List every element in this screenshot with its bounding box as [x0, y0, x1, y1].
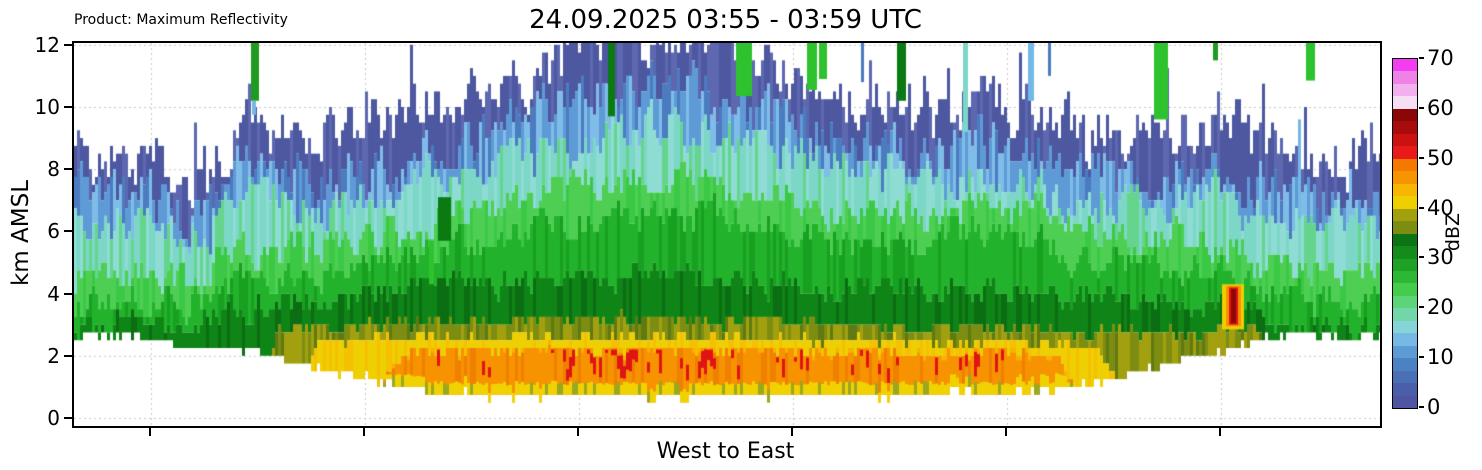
- colorbar-swatch: [1393, 246, 1417, 259]
- colorbar-swatch: [1393, 333, 1417, 346]
- colorbar-swatch: [1393, 71, 1417, 84]
- colorbar-swatch: [1393, 208, 1417, 222]
- colorbar-tick-label: 30: [1427, 245, 1454, 270]
- colorbar-tick-mark: [1419, 57, 1424, 59]
- plot-area: [72, 41, 1382, 428]
- colorbar-swatch: [1393, 121, 1417, 134]
- x-tick-mark: [577, 428, 580, 436]
- colorbar-swatch: [1393, 183, 1417, 197]
- colorbar-swatch: [1393, 221, 1417, 234]
- y-tick-mark: [64, 292, 72, 295]
- y-tick-label: 0: [47, 406, 60, 430]
- colorbar-swatch: [1393, 308, 1417, 321]
- colorbar-tick-mark: [1419, 356, 1424, 359]
- colorbar-swatch: [1393, 171, 1417, 184]
- colorbar-tick-mark: [1419, 256, 1424, 259]
- colorbar-swatch: [1393, 108, 1417, 122]
- y-tick-mark: [64, 354, 72, 357]
- colorbar-tick-mark: [1419, 206, 1424, 209]
- colorbar-swatch: [1393, 370, 1417, 384]
- colorbar-tick-label: 40: [1427, 195, 1454, 220]
- colorbar-swatch: [1393, 196, 1417, 209]
- x-tick-mark: [1219, 428, 1222, 436]
- colorbar-swatch: [1393, 83, 1417, 97]
- colorbar-tick-mark: [1419, 306, 1424, 309]
- x-tick-mark: [1005, 428, 1008, 436]
- colorbar-tick-mark: [1419, 406, 1424, 408]
- colorbar-swatch: [1393, 295, 1417, 309]
- y-tick-label: 10: [34, 95, 60, 119]
- y-tick-label: 12: [34, 32, 60, 57]
- y-tick-mark: [64, 106, 72, 108]
- colorbar-swatch: [1393, 345, 1417, 359]
- colorbar-swatch: [1393, 59, 1417, 72]
- x-tick-mark: [791, 428, 794, 436]
- colorbar-tick-label: 50: [1427, 145, 1454, 170]
- colorbar-swatch: [1393, 395, 1417, 409]
- colorbar-swatch: [1393, 320, 1417, 334]
- colorbar-tick-label: 60: [1427, 95, 1454, 120]
- x-tick-mark: [148, 428, 151, 436]
- reflectivity-canvas: [74, 43, 1380, 426]
- y-tick-label: 4: [47, 281, 60, 306]
- y-tick-mark: [64, 417, 72, 419]
- colorbar-swatch: [1393, 158, 1417, 172]
- y-tick-mark: [64, 168, 72, 171]
- colorbar-tick-mark: [1419, 106, 1424, 109]
- product-label: Product: Maximum Reflectivity: [74, 12, 288, 28]
- y-tick-mark: [64, 43, 72, 46]
- colorbar-swatch: [1393, 383, 1417, 396]
- page-title: 24.09.2025 03:55 - 03:59 UTC: [529, 5, 922, 35]
- colorbar-swatch: [1393, 133, 1417, 147]
- colorbar-tick-label: 0: [1427, 395, 1441, 419]
- colorbar-tick-mark: [1419, 156, 1424, 159]
- colorbar-swatch: [1393, 96, 1417, 109]
- colorbar-tick-label: 70: [1427, 46, 1454, 70]
- y-tick-label: 6: [47, 219, 60, 244]
- y-tick-mark: [64, 230, 72, 233]
- colorbar-tick-label: 10: [1427, 345, 1454, 370]
- colorbar-swatch: [1393, 258, 1417, 271]
- y-tick-label: 2: [47, 343, 60, 368]
- colorbar-swatch: [1393, 283, 1417, 296]
- colorbar-tick-label: 20: [1427, 295, 1454, 320]
- colorbar: [1392, 58, 1418, 409]
- colorbar-swatch: [1393, 270, 1417, 284]
- x-tick-mark: [363, 428, 365, 436]
- colorbar-swatch: [1393, 358, 1417, 371]
- x-axis-label: West to East: [656, 439, 795, 464]
- y-tick-label: 8: [47, 157, 60, 182]
- colorbar-swatch: [1393, 233, 1417, 247]
- colorbar-swatch: [1393, 146, 1417, 159]
